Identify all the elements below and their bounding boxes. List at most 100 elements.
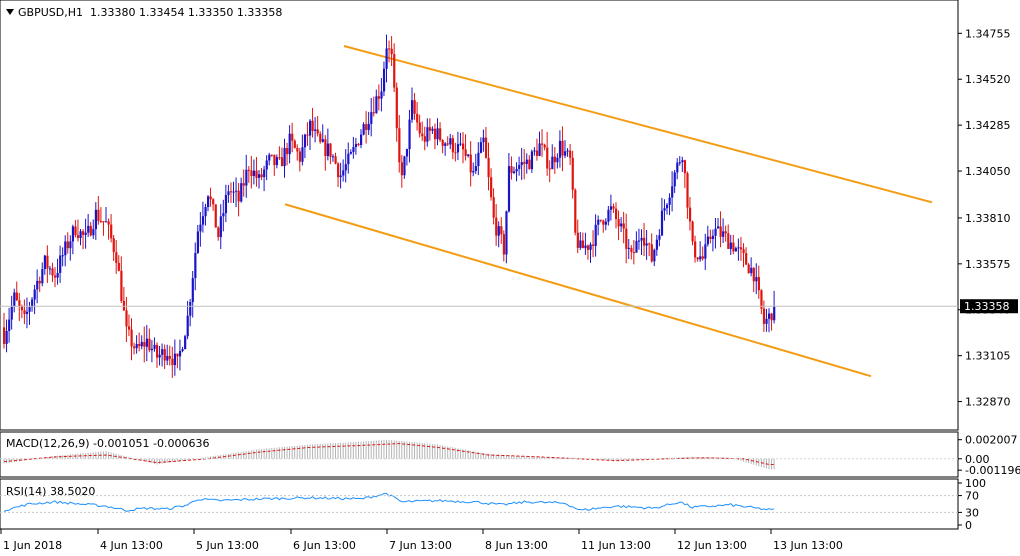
- candle-body: [773, 306, 776, 321]
- candle-body: [370, 112, 373, 124]
- candle-body: [247, 169, 250, 171]
- candle-body: [747, 264, 750, 274]
- candle-body: [278, 157, 281, 159]
- candle-body: [760, 290, 763, 309]
- candle-body: [581, 240, 585, 249]
- candle-body: [765, 318, 768, 324]
- candle-body: [398, 128, 401, 163]
- candle-body: [275, 157, 279, 166]
- price-tick-label: 1.32870: [965, 396, 1011, 409]
- candle-body: [571, 157, 574, 190]
- candle-body: [439, 128, 442, 141]
- candle-body: [423, 136, 426, 142]
- candle-body: [668, 197, 671, 205]
- candle-body: [237, 190, 240, 202]
- candle-body: [372, 112, 375, 114]
- macd-signal-line: [3, 443, 775, 465]
- candle-body: [250, 170, 253, 177]
- candle-body: [729, 242, 732, 249]
- candle-body: [459, 143, 462, 145]
- candle-body: [181, 349, 184, 351]
- candle-body: [750, 267, 753, 274]
- candle-body: [207, 196, 210, 207]
- candle-body: [487, 157, 490, 178]
- candle-body: [597, 219, 600, 225]
- candle-body: [607, 209, 610, 222]
- candle-body: [156, 344, 159, 358]
- candle-body: [637, 240, 641, 242]
- candle-body: [347, 153, 350, 165]
- candle-body: [84, 232, 87, 235]
- candle-body: [635, 240, 638, 253]
- candle-body: [734, 248, 738, 252]
- candle-body: [388, 48, 391, 50]
- candle-body: [130, 329, 133, 347]
- price-tick-label: 1.34050: [965, 165, 1011, 178]
- candle-body: [298, 151, 301, 162]
- candle-body: [686, 173, 689, 208]
- candle-body: [10, 306, 13, 320]
- candle-body: [492, 197, 495, 218]
- candle-body: [602, 220, 605, 225]
- candle-body: [150, 348, 154, 351]
- candle-body: [171, 358, 174, 366]
- candle-body: [696, 257, 699, 260]
- candle-body: [518, 165, 521, 169]
- candle-body: [622, 223, 625, 229]
- candle-body: [464, 149, 467, 156]
- candle-body: [145, 338, 148, 347]
- candle-body: [112, 238, 115, 253]
- collapse-triangle-icon[interactable]: [6, 9, 14, 15]
- candle-body: [454, 152, 457, 154]
- candle-body: [428, 127, 432, 131]
- price-tick-label: 1.33810: [965, 212, 1011, 225]
- candle-body: [337, 163, 340, 178]
- candle-body: [196, 231, 199, 253]
- candle-body: [138, 343, 141, 347]
- candle-body: [334, 156, 337, 164]
- candle-body: [286, 147, 289, 155]
- candle-body: [293, 140, 296, 148]
- candle-body: [117, 262, 120, 271]
- candle-body: [270, 154, 273, 156]
- candle-body: [311, 120, 314, 131]
- candle-body: [477, 152, 480, 167]
- candle-body: [449, 138, 452, 145]
- candle-body: [655, 239, 658, 250]
- candle-body: [342, 170, 345, 176]
- candle-body: [217, 227, 220, 238]
- candle-body: [755, 277, 758, 282]
- candle-body: [676, 162, 679, 173]
- candle-body: [186, 315, 189, 337]
- candle-body: [451, 138, 454, 153]
- candle-body: [94, 209, 97, 230]
- candle-body: [385, 48, 388, 69]
- candle-body: [201, 216, 205, 225]
- candle-body: [495, 217, 498, 236]
- candle-body: [301, 147, 304, 162]
- candle-body: [564, 151, 567, 156]
- candle-body: [79, 231, 82, 239]
- candle-body: [5, 330, 8, 344]
- candle-body: [426, 127, 429, 142]
- candle-body: [23, 310, 26, 315]
- candle-body: [500, 226, 503, 235]
- candle-body: [8, 319, 11, 331]
- candle-body: [61, 255, 64, 257]
- candle-body: [25, 311, 29, 315]
- candle-body: [627, 247, 630, 249]
- candle-body: [640, 237, 643, 241]
- candle-body: [515, 168, 518, 172]
- candle-body: [599, 219, 602, 221]
- candle-body: [446, 143, 449, 145]
- candle-body: [479, 142, 483, 153]
- rsi-tick-label: 0: [965, 519, 972, 532]
- candle-body: [523, 162, 526, 164]
- candle-body: [110, 224, 113, 239]
- price-tick-label: 1.33105: [965, 350, 1011, 363]
- candle-body: [431, 128, 434, 131]
- candle-body: [178, 350, 182, 357]
- candle-body: [354, 143, 358, 148]
- candle-body: [490, 177, 493, 198]
